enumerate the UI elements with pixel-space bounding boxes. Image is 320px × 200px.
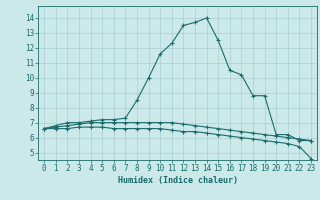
X-axis label: Humidex (Indice chaleur): Humidex (Indice chaleur) — [118, 176, 238, 185]
